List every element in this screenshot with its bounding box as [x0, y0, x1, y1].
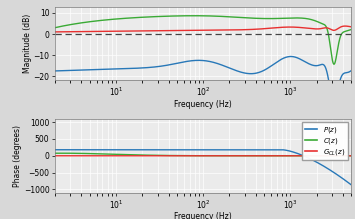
X-axis label: Frequency (Hz): Frequency (Hz): [174, 212, 232, 219]
Y-axis label: Magnitude (dB): Magnitude (dB): [23, 14, 32, 73]
Y-axis label: Phase (degrees): Phase (degrees): [13, 125, 22, 187]
X-axis label: Frequency (Hz): Frequency (Hz): [174, 100, 232, 109]
Legend: $P(z)$, $C(z)$, $G_{CL}(z)$: $P(z)$, $C(z)$, $G_{CL}(z)$: [302, 122, 348, 160]
